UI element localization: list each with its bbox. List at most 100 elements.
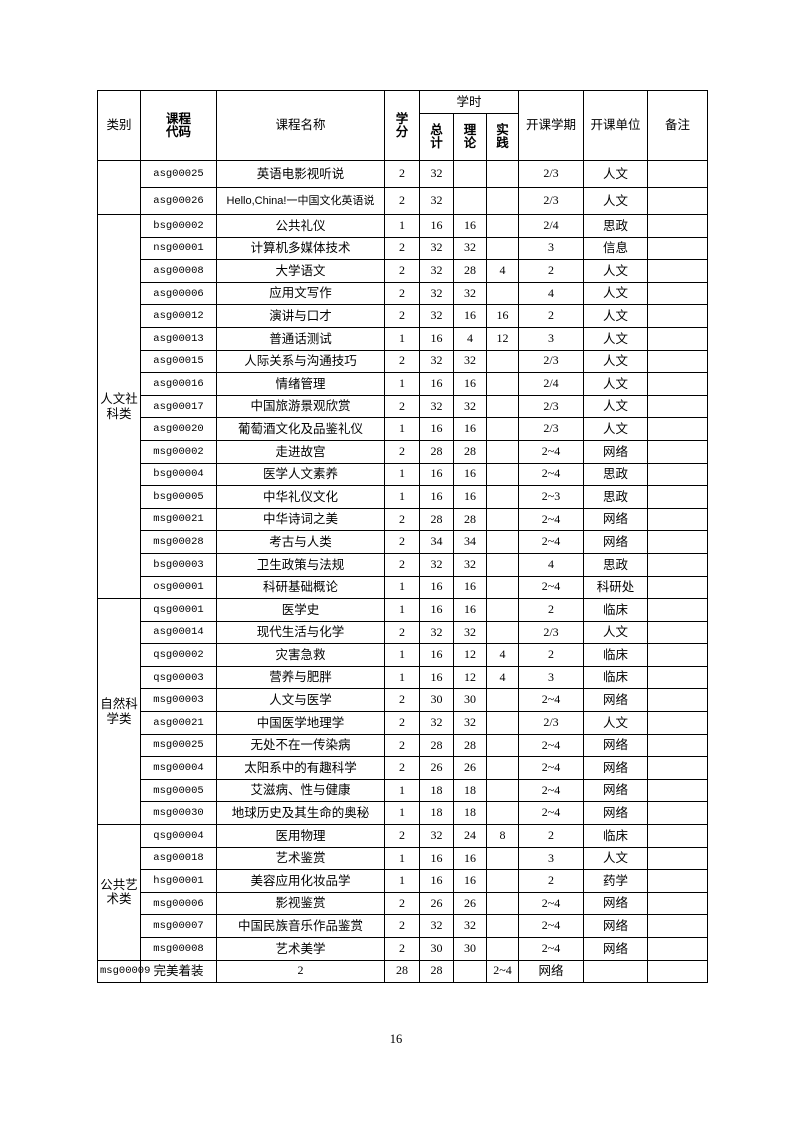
cell-course-name: 艾滋病、性与健康 [216,778,385,803]
cell-credit: 1 [384,462,420,487]
category-label-line1: 公共艺 [100,877,138,892]
cell-note [647,801,709,826]
cell-theory-hours: 28 [453,259,487,283]
cell-department: 网络 [583,507,649,532]
cell-practice-hours [485,891,520,916]
table-row: 人文社 科类 bsg00002 公共礼仪 1 16 16 2/4 思政 [97,213,709,600]
table-row: osg00001 科研基础概论 1 16 16 2~4 科研处 [98,575,709,600]
cell-practice-hours [485,281,520,306]
cell-term: 2~3 [518,485,585,509]
cell-practice-hours [485,236,520,261]
cell-course-name: 地球历史及其生命的奥秘 [216,801,385,826]
cell-course-code: asg00015 [140,349,217,374]
cell-term: 2~4 [485,959,520,984]
table-row: bsg00005 中华礼仪文化 1 16 16 2~3 思政 [98,485,709,509]
cell-department: 网络 [583,891,649,916]
cell-course-name: 医用物理 [216,824,385,848]
cell-practice-hours [485,733,520,758]
table-row: msg00003 人文与医学 2 30 30 2~4 网络 [98,688,709,713]
cell-total-hours: 26 [419,756,454,780]
cell-note [647,439,709,464]
cell-credit: 1 [384,801,420,826]
header-credit-line1: 学 [395,111,409,126]
cell-practice-hours [485,349,520,374]
category-cell: 公共艺 术类 [97,824,141,961]
cell-term: 2~4 [518,530,585,554]
cell-credit: 2 [384,259,420,283]
cell-practice-hours [485,598,520,622]
cell-practice-hours: 4 [485,259,520,283]
cell-theory-hours: 26 [453,891,487,916]
cell-theory-hours: 32 [453,281,487,306]
cell-credit: 2 [384,394,420,419]
category-label-line2: 术类 [106,892,132,907]
cell-note [647,914,709,938]
cell-credit: 2 [384,688,420,713]
cell-note [647,160,709,188]
table-row: msg00006 影视鉴赏 2 26 26 2~4 网络 [98,891,709,916]
cell-note [647,778,709,803]
cell-course-name: Hello,China!一中国文化英语说 [216,187,385,215]
cell-total-hours: 16 [419,372,454,396]
cell-course-name: 普通话测试 [216,326,385,351]
table-row: asg00016 情绪管理 1 16 16 2/4 人文 [98,372,709,396]
cell-theory-hours: 32 [453,711,487,735]
cell-practice-hours: 4 [485,643,520,667]
header-course-code-line2: 代码 [165,124,191,139]
header-practice-hours-text: 实 践 [489,124,516,150]
cell-practice-hours [485,937,520,961]
header-row-2: 总 计 理 论 实 践 [98,113,708,161]
cell-theory-hours: 32 [453,236,487,261]
cell-total-hours: 32 [419,552,454,577]
cell-theory-hours: 18 [453,801,487,826]
cell-note [647,507,709,532]
cell-course-name: 考古与人类 [216,530,385,554]
cell-practice-hours [485,507,520,532]
cell-note [647,259,709,283]
cell-term: 2 [518,304,585,328]
cell-course-name: 无处不在一传染病 [216,733,385,758]
cell-theory-hours: 32 [453,349,487,374]
cell-theory-hours: 16 [453,372,487,396]
header-total-line1: 总 [430,123,443,138]
cell-practice-hours [485,575,520,600]
cell-course-code: asg00008 [140,259,217,283]
cell-note [647,711,709,735]
cell-theory-hours: 28 [453,507,487,532]
cell-course-code: qsg00001 [140,598,217,622]
table-row: bsg00004 医学人文素养 1 16 16 2~4 思政 [98,462,709,487]
cell-credit: 1 [384,485,420,509]
cell-theory-hours: 16 [453,214,487,238]
header-row-1: 类别 课程 代码 课程名称 学 分 学时 [97,90,709,161]
cell-note [647,846,709,871]
cell-course-code: bsg00003 [140,552,217,577]
cell-course-name: 葡萄酒文化及品鉴礼仪 [216,417,385,441]
cell-note [647,485,709,509]
cell-note [647,462,709,487]
cell-total-hours: 30 [419,688,454,713]
cell-department: 思政 [583,552,649,577]
table-row: asg00026 Hello,China!一中国文化英语说 2 32 2/3 人文 [98,187,709,215]
cell-term: 2 [518,643,585,667]
cell-term: 2/4 [518,372,585,396]
cell-department: 人文 [583,304,649,328]
cell-total-hours: 18 [419,778,454,803]
cell-credit: 2 [384,756,420,780]
cell-practice-hours [485,778,520,803]
cell-note [647,665,709,690]
cell-total-hours: 32 [419,349,454,374]
cell-total-hours: 16 [419,598,454,622]
cell-course-code: nsg00001 [140,236,217,261]
header-total-hours-text: 总 计 [422,124,451,150]
cell-credit: 2 [384,439,420,464]
cell-course-name: 大学语文 [216,259,385,283]
cell-theory-hours: 16 [453,846,487,871]
header-term: 开课学期 [518,90,585,161]
cell-term: 2~4 [518,778,585,803]
cell-course-name: 医学人文素养 [216,462,385,487]
cell-theory-hours: 16 [453,485,487,509]
cell-credit: 2 [384,349,420,374]
cell-term: 2/3 [518,394,585,419]
cell-course-name: 中国医学地理学 [216,711,385,735]
cell-total-hours: 28 [419,733,454,758]
